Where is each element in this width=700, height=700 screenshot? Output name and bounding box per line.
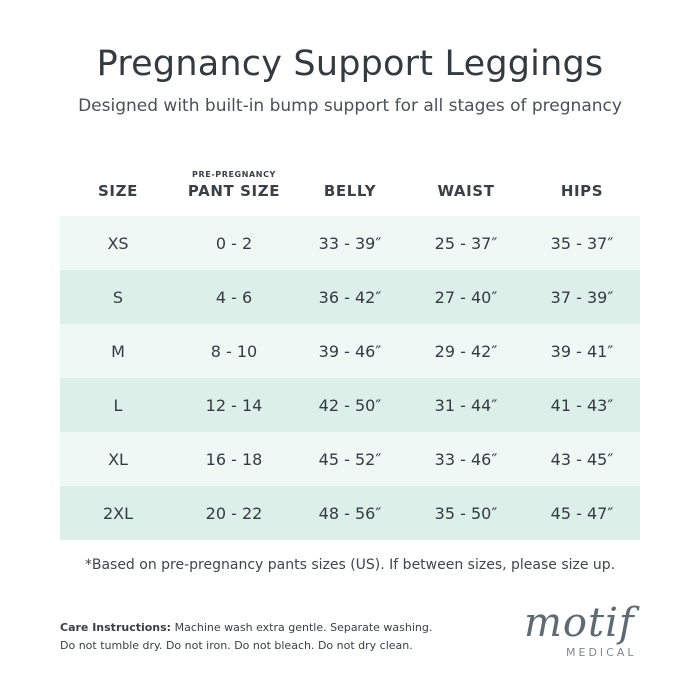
column-header-belly: BELLY — [292, 182, 408, 216]
care-instructions-line1: Machine wash extra gentle. Separate wash… — [174, 621, 433, 634]
table-row: XS 0 - 2 33 - 39″ 25 - 37″ 35 - 37″ — [60, 216, 640, 270]
column-header-hips: HIPS — [524, 182, 640, 216]
table-cell: 39 - 41″ — [550, 341, 614, 361]
page-subtitle: Designed with built-in bump support for … — [78, 96, 622, 116]
table-cell: 25 - 37″ — [434, 233, 498, 253]
table-cell: XL — [108, 449, 128, 469]
table-cell: 42 - 50″ — [318, 395, 382, 415]
column-header-waist: WAIST — [408, 182, 524, 216]
table-cell: 12 - 14 — [205, 395, 263, 415]
table-row: M 8 - 10 39 - 46″ 29 - 42″ 39 - 41″ — [60, 324, 640, 378]
table-header: SIZE PRE-PREGNANCY PANT SIZE BELLY WAIST… — [60, 164, 640, 216]
logo-wordmark: motif — [524, 600, 635, 646]
table-cell: 2XL — [102, 503, 134, 523]
table-cell: 33 - 39″ — [318, 233, 382, 253]
column-header-label: HIPS — [560, 182, 604, 200]
table-cell: 4 - 6 — [215, 287, 253, 307]
table-cell: 33 - 46″ — [434, 449, 498, 469]
motif-medical-logo: motif MEDICAL — [520, 600, 650, 670]
column-header-label: SIZE — [98, 182, 138, 200]
table-cell: 8 - 10 — [210, 341, 258, 361]
sizing-note: *Based on pre-pregnancy pants sizes (US)… — [84, 557, 616, 573]
table-cell: M — [111, 341, 125, 361]
table-cell: 41 - 43″ — [550, 395, 614, 415]
table-row: 2XL 20 - 22 48 - 56″ 35 - 50″ 45 - 47″ — [60, 486, 640, 540]
table-row: S 4 - 6 36 - 42″ 27 - 40″ 37 - 39″ — [60, 270, 640, 324]
table-cell: S — [112, 287, 124, 307]
table-body: XS 0 - 2 33 - 39″ 25 - 37″ 35 - 37″ S 4 - 6 36 … — [60, 216, 640, 540]
table-cell: 45 - 52″ — [318, 449, 382, 469]
table-row: L 12 - 14 42 - 50″ 31 - 44″ 41 - 43″ — [60, 378, 640, 432]
column-header-size: SIZE — [60, 182, 176, 216]
table-cell: 0 - 2 — [215, 233, 253, 253]
table-cell: 36 - 42″ — [318, 287, 382, 307]
care-instructions: Care Instructions: Machine wash extra ge… — [60, 619, 500, 655]
column-header-label: BELLY — [323, 182, 377, 200]
table-cell: 27 - 40″ — [434, 287, 498, 307]
table-cell: 29 - 42″ — [434, 341, 498, 361]
table-cell: 35 - 50″ — [434, 503, 498, 523]
logo-subtitle: MEDICAL — [566, 646, 637, 659]
care-instructions-line2: Do not tumble dry. Do not iron. Do not b… — [60, 639, 413, 652]
column-header-label: WAIST — [437, 182, 495, 200]
table-cell: 35 - 37″ — [550, 233, 614, 253]
table-cell: XS — [107, 233, 129, 253]
column-header-label: PANT SIZE — [187, 182, 281, 200]
table-cell: 48 - 56″ — [318, 503, 382, 523]
column-header-pant-size: PRE-PREGNANCY PANT SIZE — [176, 170, 292, 216]
table-cell: 37 - 39″ — [550, 287, 614, 307]
table-cell: L — [113, 395, 123, 415]
table-cell: 31 - 44″ — [434, 395, 498, 415]
table-cell: 39 - 46″ — [318, 341, 382, 361]
table-row: XL 16 - 18 45 - 52″ 33 - 46″ 43 - 45″ — [60, 432, 640, 486]
page-title: Pregnancy Support Leggings — [96, 44, 604, 84]
table-cell: 16 - 18 — [205, 449, 263, 469]
column-header-superscript: PRE-PREGNANCY — [192, 170, 276, 179]
care-instructions-label: Care Instructions: — [60, 621, 172, 634]
table-cell: 45 - 47″ — [550, 503, 614, 523]
table-cell: 20 - 22 — [205, 503, 263, 523]
table-cell: 43 - 45″ — [550, 449, 614, 469]
size-chart-table: SIZE PRE-PREGNANCY PANT SIZE BELLY WAIST… — [60, 164, 640, 540]
